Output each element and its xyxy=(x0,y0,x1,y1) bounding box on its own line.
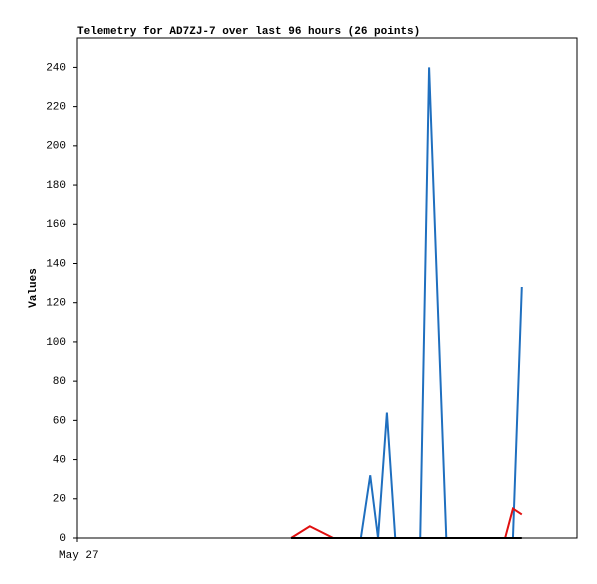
x-tick-label: May 27 xyxy=(59,550,99,562)
y-axis-label: Values xyxy=(28,268,40,308)
y-tick-label: 120 xyxy=(46,298,66,310)
chart-title: Telemetry for AD7ZJ-7 over last 96 hours… xyxy=(77,26,420,38)
y-tick-label: 40 xyxy=(53,454,66,466)
y-tick-label: 80 xyxy=(53,376,66,388)
plot-frame xyxy=(76,37,578,539)
series-line xyxy=(291,67,523,539)
y-tick-label: 160 xyxy=(46,219,66,231)
y-tick-label: 220 xyxy=(46,102,66,114)
y-tick-label: 20 xyxy=(53,494,66,506)
y-tick-label: 240 xyxy=(46,62,66,74)
series-line xyxy=(290,506,523,539)
y-tick-label: 140 xyxy=(46,258,66,270)
y-tick-label: 60 xyxy=(53,415,66,427)
y-tick-label: 200 xyxy=(46,141,66,153)
y-tick-label: 0 xyxy=(59,533,66,545)
y-tick-label: 180 xyxy=(46,180,66,192)
y-tick-label: 100 xyxy=(46,337,66,349)
